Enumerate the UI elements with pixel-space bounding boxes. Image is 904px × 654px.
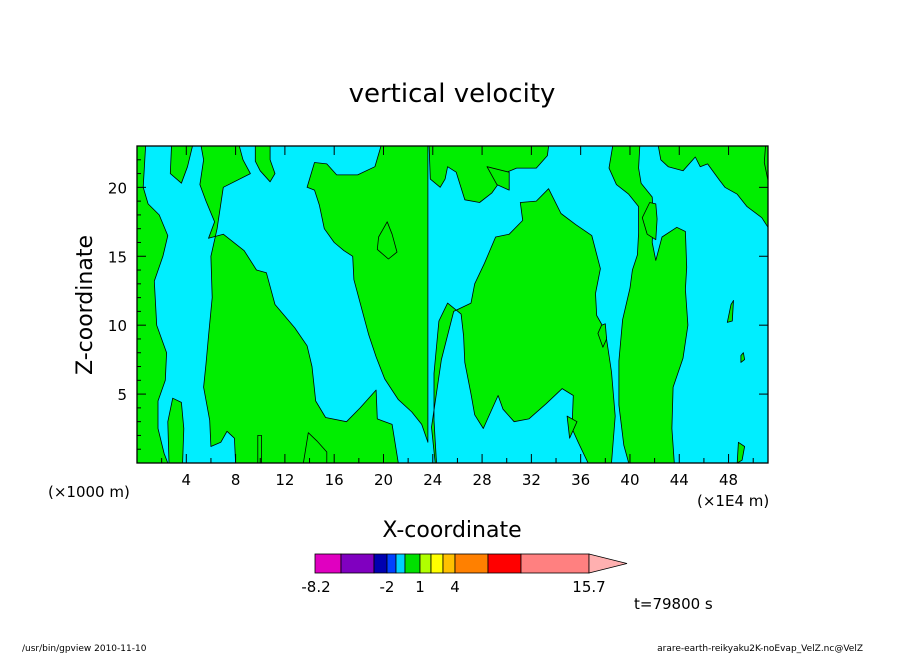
x-tick-label: 48 [719, 471, 738, 489]
y-tick-label: 5 [117, 386, 127, 404]
positive-velocity-contour [137, 146, 169, 463]
colorbar-swatch [454, 553, 489, 574]
colorbar-arrow [588, 553, 628, 574]
positive-velocity-contour [431, 188, 616, 463]
positive-velocity-contour [736, 441, 745, 463]
colorbar-swatch [340, 553, 375, 574]
colorbar-swatch [487, 553, 522, 574]
positive-velocity-contour [657, 146, 768, 228]
x-tick-label: 4 [182, 471, 192, 489]
x-tick-label: 40 [620, 471, 639, 489]
positive-velocity-contour [306, 146, 429, 443]
y-axis: 5 10 15 20 [108, 159, 768, 450]
positive-velocity-contour [763, 146, 768, 181]
x-axis-unit-right: (×1E4 m) [697, 492, 769, 510]
y-tick-label: 20 [108, 179, 127, 197]
colorbar-swatch [520, 553, 590, 574]
x-tick-label: 36 [571, 471, 590, 489]
colorbar-swatch [373, 553, 388, 574]
y-tick-label: 10 [108, 317, 127, 335]
x-tick-label: 20 [374, 471, 393, 489]
positive-velocity-contour [566, 415, 578, 439]
positive-velocity-contour [303, 432, 328, 463]
x-axis-unit-left: (×1000 m) [48, 483, 130, 501]
y-tick-label: 15 [108, 248, 127, 266]
colorbar-label: -2 [380, 578, 395, 596]
x-tick-label: 44 [670, 471, 689, 489]
x-tick-label: 16 [325, 471, 344, 489]
positive-velocity-contour [597, 323, 607, 348]
colorbar-labels: -8.2 -2 1 4 15.7 [301, 578, 605, 596]
chart-title: vertical velocity [349, 79, 556, 109]
footer-left: /usr/bin/gpview 2010-11-10 [22, 644, 147, 654]
colorbar-swatch [404, 553, 421, 574]
colorbar-swatch [386, 553, 397, 574]
positive-velocity-contour [167, 397, 185, 463]
x-tick-label: 28 [473, 471, 492, 489]
x-tick-label: 32 [522, 471, 541, 489]
positive-velocity-contour [257, 435, 262, 463]
x-axis-label: X-coordinate [382, 518, 521, 543]
x-axis: 4 8 12 16 20 24 28 32 36 40 44 48 [161, 146, 754, 489]
plot-area [137, 146, 768, 463]
positive-velocity-contour [169, 146, 193, 184]
colorbar-label: 15.7 [572, 578, 605, 596]
colorbar-label: -8.2 [301, 578, 330, 596]
positive-velocity-contour [726, 300, 734, 323]
x-tick-label: 8 [231, 471, 241, 489]
positive-velocity-contour [740, 352, 745, 363]
positive-velocity-contour [641, 202, 658, 241]
colorbar-label: 1 [415, 578, 425, 596]
positive-velocity-contour [199, 146, 399, 463]
y-axis-label: Z-coordinate [73, 235, 98, 375]
positive-velocity-contour [376, 221, 398, 260]
colorbar-label: 4 [450, 578, 460, 596]
colorbar-swatch [395, 553, 406, 574]
positive-velocity-contour [486, 166, 510, 191]
plot-frame [136, 145, 769, 464]
x-tick-label: 12 [275, 471, 294, 489]
colorbar-swatch [430, 553, 444, 574]
footer-right: arare-earth-reikyaku2K-noEvap_VelZ.nc@Ve… [657, 644, 863, 654]
time-label: t=79800 s [634, 595, 713, 613]
colorbar-swatch [314, 553, 342, 574]
positive-velocity-contour [428, 146, 549, 203]
colorbar-swatch [419, 553, 432, 574]
colorbar-swatch [442, 553, 456, 574]
positive-velocity-regions [137, 146, 768, 463]
positive-velocity-contour [254, 146, 276, 183]
x-tick-label: 24 [423, 471, 442, 489]
colorbar [314, 553, 628, 574]
